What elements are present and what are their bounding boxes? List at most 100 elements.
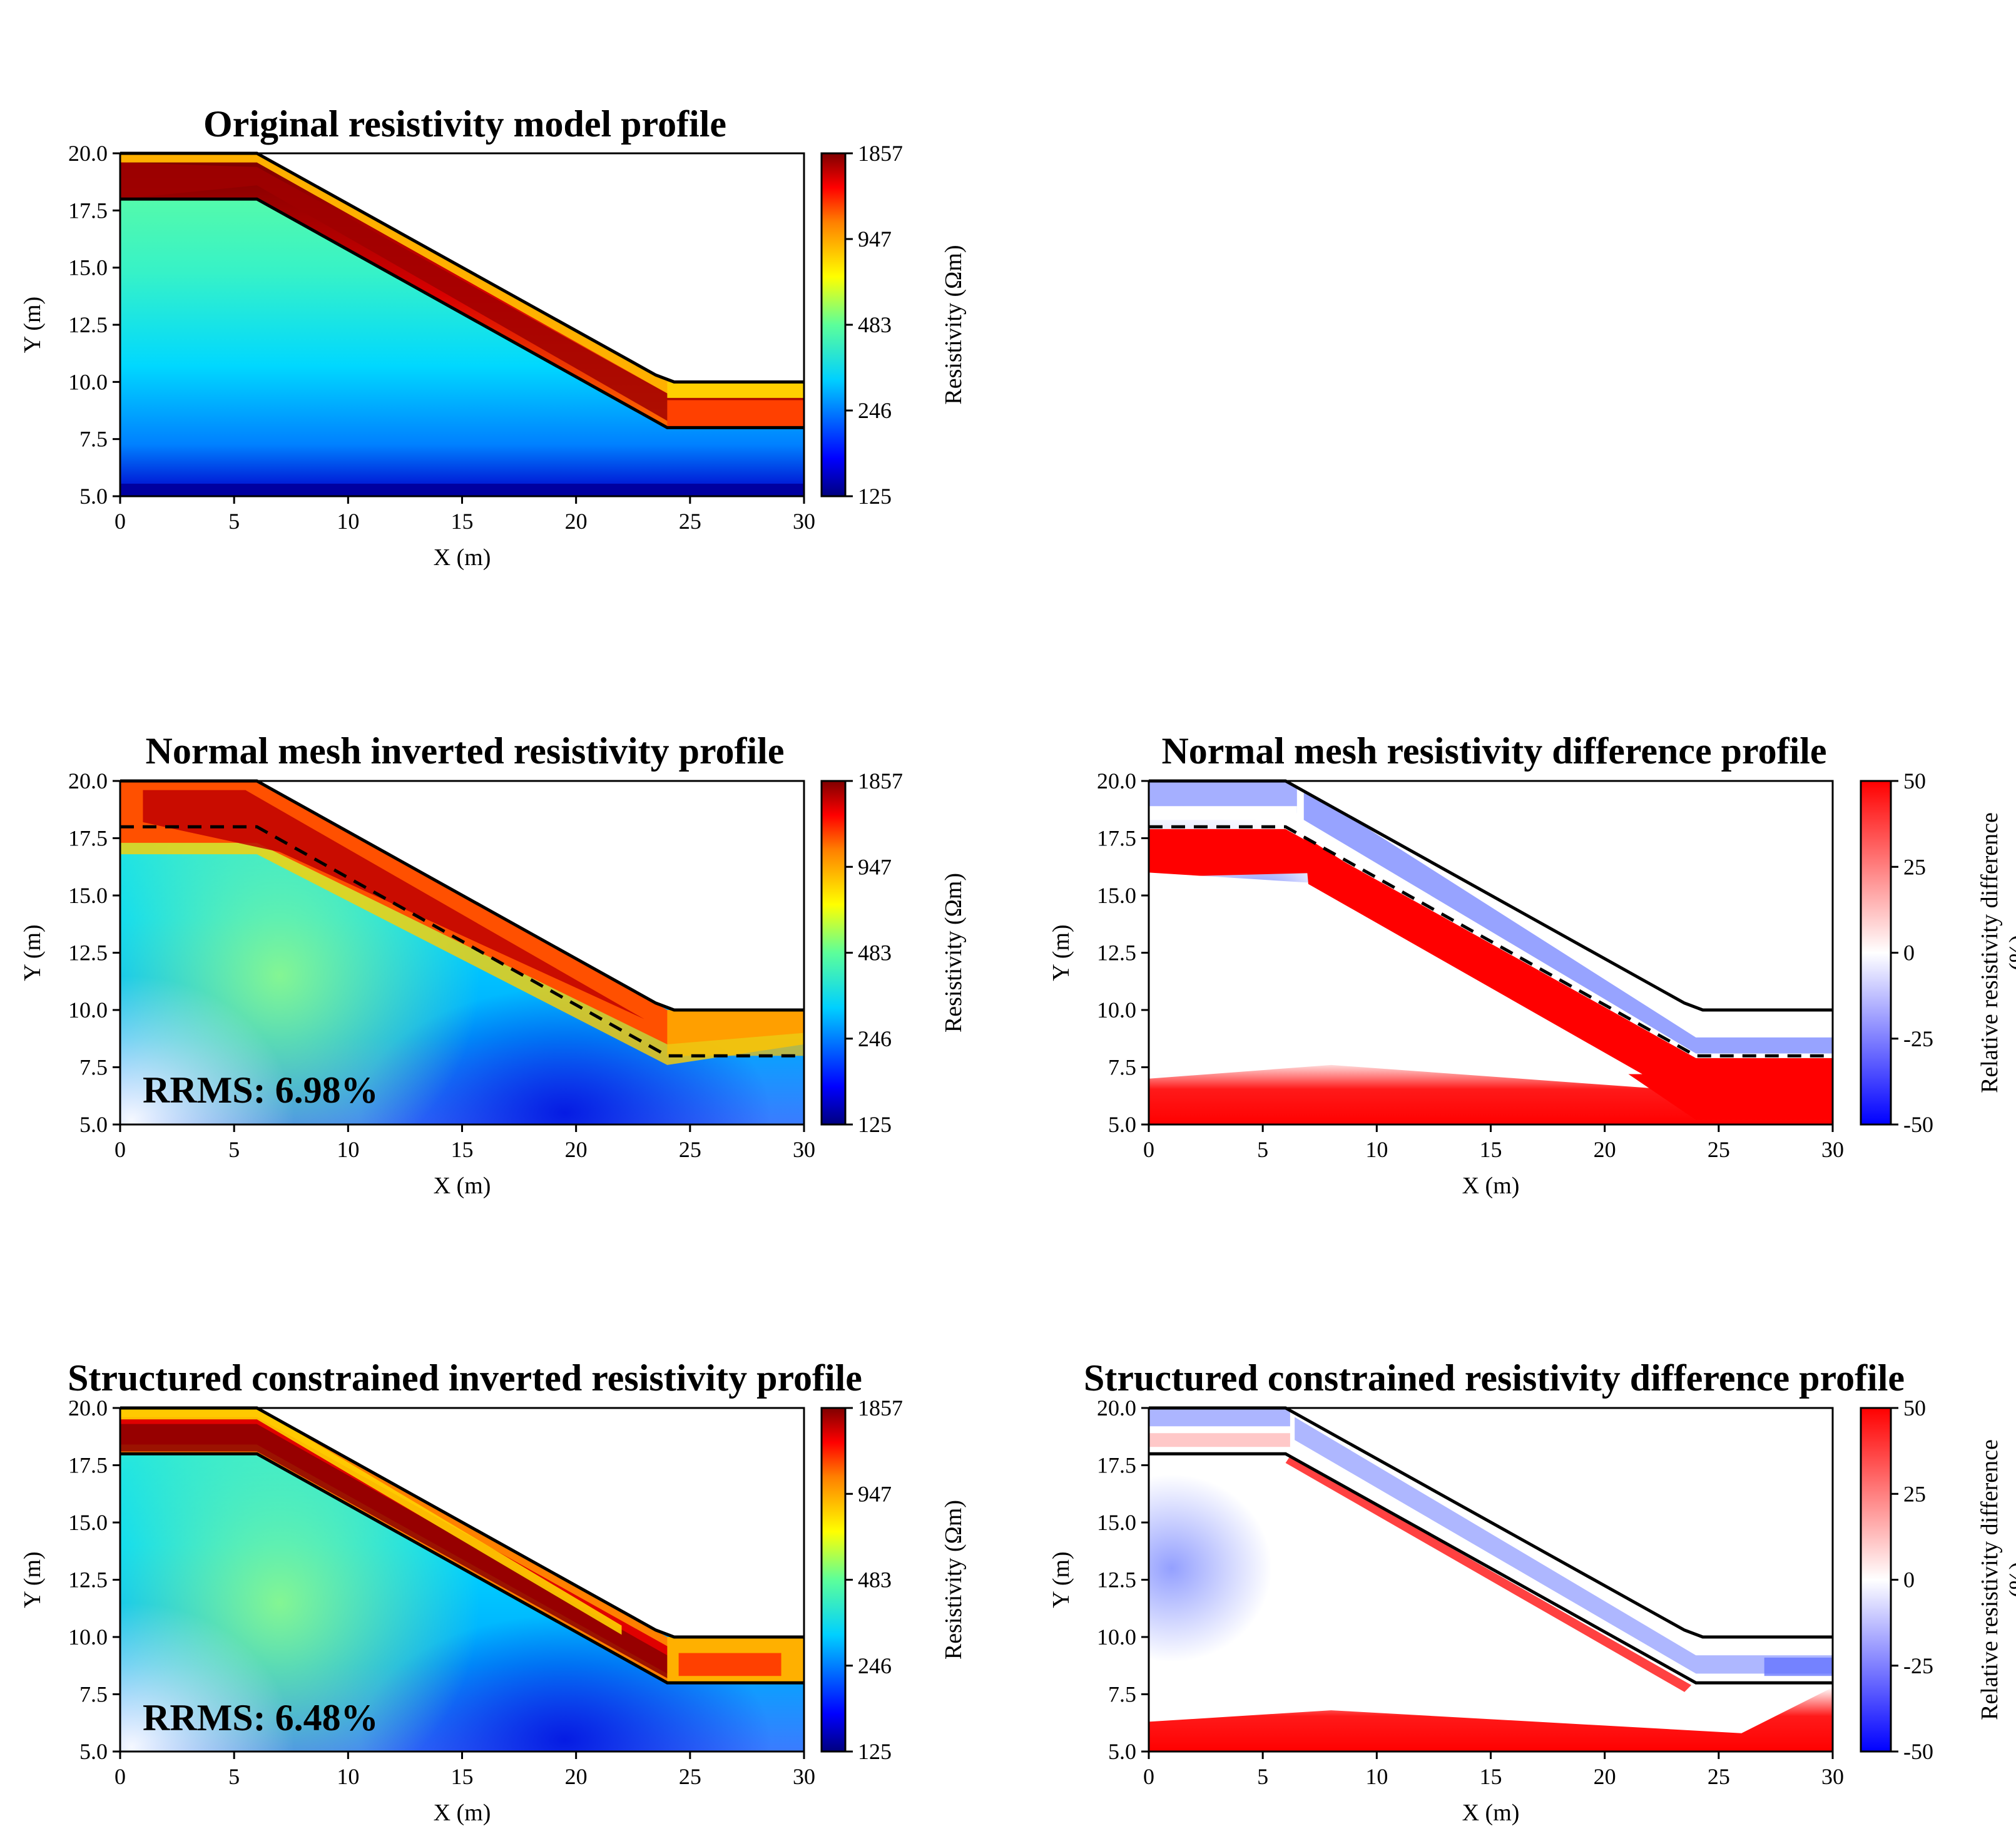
y-tick-label: 10.0	[68, 1624, 108, 1650]
y-tick-label: 17.5	[1097, 1453, 1136, 1478]
positive-bottom	[1149, 1687, 1833, 1752]
y-tick-label: 7.5	[79, 1682, 108, 1707]
y-tick-label: 10.0	[1097, 1624, 1136, 1650]
x-tick-label: 10	[337, 1137, 359, 1162]
colorbar-label: Resistivity (Ωm)	[940, 873, 967, 1033]
bottom-band	[120, 484, 804, 496]
colorbar-label: Resistivity (Ωm)	[940, 245, 967, 404]
colorbar-tick-label: 25	[1903, 1481, 1926, 1506]
colorbar-label-unit: (%)	[2005, 935, 2016, 971]
y-tick-label: 15.0	[68, 883, 108, 908]
x-tick-label: 5	[228, 1137, 240, 1162]
chart-title: Structured constrained inverted resistiv…	[68, 1357, 862, 1399]
heatmap-field	[120, 153, 804, 496]
x-tick-label: 25	[1708, 1137, 1730, 1162]
axes: 0 5 10 15 20 25 30 5.0 7.5 10.0 12.5 15.0 17.5 20.0 X …	[19, 1395, 815, 1826]
y-tick-label: 5.0	[79, 484, 108, 509]
colorbar-label: Relative resistivity difference	[1977, 812, 2003, 1093]
y-tick-label: 17.5	[68, 826, 108, 851]
axes: 0 5 10 15 20 25 30 5.0 7.5 10.0 12.5 15.0 17.5 20.0 X …	[19, 768, 815, 1199]
colorbar-tick-label: -25	[1903, 1026, 1933, 1051]
colorbar-label: Relative resistivity difference	[1977, 1439, 2003, 1720]
edge-fade	[120, 1603, 295, 1752]
colorbar-tick-label: -50	[1903, 1112, 1933, 1137]
colorbar: 125 246 483 947 1857 Resistivity (Ωm)	[820, 141, 967, 509]
x-tick-label: 10	[1365, 1764, 1388, 1789]
chart-title: Normal mesh resistivity difference profi…	[1161, 730, 1826, 772]
colorbar-tick-label: 1857	[858, 768, 903, 793]
colorbar-tick-label: 50	[1903, 768, 1926, 793]
interface-line	[120, 1452, 804, 1685]
x-tick-label: 30	[793, 509, 815, 534]
x-tick-label: 20	[565, 1137, 588, 1162]
x-tick-label: 0	[115, 509, 126, 534]
axes: 0 5 10 15 20 25 30 5.0 7.5 10.0 12.5 15.0 17.5 20.0 X …	[19, 141, 815, 571]
colorbar-tick-label: 947	[858, 854, 892, 879]
y-tick-label: 10.0	[1097, 997, 1136, 1022]
y-tick-label: 12.5	[68, 941, 108, 966]
y-tick-label: 5.0	[1108, 1739, 1136, 1764]
toe-core	[678, 1653, 781, 1676]
y-tick-label: 20.0	[68, 1395, 108, 1420]
y-tick-label: 10.0	[68, 997, 108, 1022]
heatmap-field	[1149, 1408, 1833, 1752]
x-tick-label: 0	[1143, 1137, 1154, 1162]
neutral-top-strip	[1149, 806, 1297, 820]
x-tick-label: 15	[1480, 1137, 1502, 1162]
y-tick-label: 5.0	[79, 1739, 108, 1764]
y-tick-label: 20.0	[68, 141, 108, 166]
axes: 0 5 10 15 20 25 30 5.0 7.5 10.0 12.5 15.0 17.5 20.0 X …	[1048, 768, 1844, 1199]
x-tick-label: 15	[451, 1764, 474, 1789]
y-tick-label: 15.0	[1097, 1510, 1136, 1535]
plot-area	[1149, 1406, 1833, 1752]
colorbar: -50 -25 0 25 50 Relative resistivity differen…	[1860, 1395, 2016, 1764]
cover-dark-band	[120, 1424, 668, 1678]
x-axis-label: X (m)	[434, 1173, 491, 1199]
x-tick-label: 25	[679, 509, 701, 534]
x-tick-label: 5	[228, 509, 240, 534]
y-tick-label: 17.5	[68, 1453, 108, 1478]
y-tick-label: 12.5	[1097, 1568, 1136, 1593]
x-tick-label: 0	[115, 1764, 126, 1789]
x-axis-label: X (m)	[434, 544, 491, 571]
y-tick-label: 7.5	[79, 427, 108, 452]
y-tick-label: 10.0	[68, 369, 108, 394]
y-tick-label: 12.5	[68, 1568, 108, 1593]
y-tick-label: 15.0	[68, 1510, 108, 1535]
x-tick-label: 5	[1257, 1764, 1268, 1789]
colorbar-tick-label: -50	[1903, 1739, 1933, 1764]
y-tick-label: 20.0	[1097, 768, 1136, 793]
colorbar-tick-label: 125	[858, 484, 892, 509]
x-tick-label: 25	[679, 1137, 701, 1162]
colorbar-tick-label: 1857	[858, 1395, 903, 1420]
y-axis-label: Y (m)	[19, 297, 46, 353]
colorbar-tick-label: 246	[858, 398, 892, 423]
interface-line	[120, 197, 804, 429]
x-axis-label: X (m)	[434, 1800, 491, 1826]
y-tick-label: 20.0	[1097, 1395, 1136, 1420]
colorbar-scale	[1860, 1407, 1892, 1753]
x-tick-label: 30	[793, 1137, 815, 1162]
colorbar-scale	[820, 780, 847, 1126]
colorbar-scale	[820, 152, 847, 497]
x-tick-label: 20	[565, 1764, 588, 1789]
y-tick-label: 12.5	[1097, 941, 1136, 966]
positive-top-strip	[1149, 1433, 1290, 1447]
colorbar-tick-label: 483	[858, 1568, 892, 1593]
colorbar-label: Resistivity (Ωm)	[940, 1500, 967, 1660]
neutral-zone	[1149, 872, 1651, 1074]
colorbar-tick-label: 50	[1903, 1395, 1926, 1420]
y-tick-label: 12.5	[68, 312, 108, 337]
plot-area	[1149, 779, 1833, 1124]
x-tick-label: 30	[1821, 1764, 1844, 1789]
chart-title: Original resistivity model profile	[203, 103, 726, 145]
colorbar-tick-label: 483	[858, 312, 892, 337]
chart-title: Normal mesh inverted resistivity profile	[146, 730, 785, 772]
y-axis-label: Y (m)	[19, 1551, 46, 1608]
colorbar-label-unit: (%)	[2005, 1562, 2016, 1598]
axes: 0 5 10 15 20 25 30 5.0 7.5 10.0 12.5 15.0 17.5 20.0 X …	[1048, 1395, 1844, 1826]
x-tick-label: 15	[451, 509, 474, 534]
x-tick-label: 20	[1594, 1764, 1616, 1789]
colorbar: 125 246 483 947 1857 Resistivity (Ωm)	[820, 1395, 967, 1764]
subsurface-field	[120, 153, 804, 496]
